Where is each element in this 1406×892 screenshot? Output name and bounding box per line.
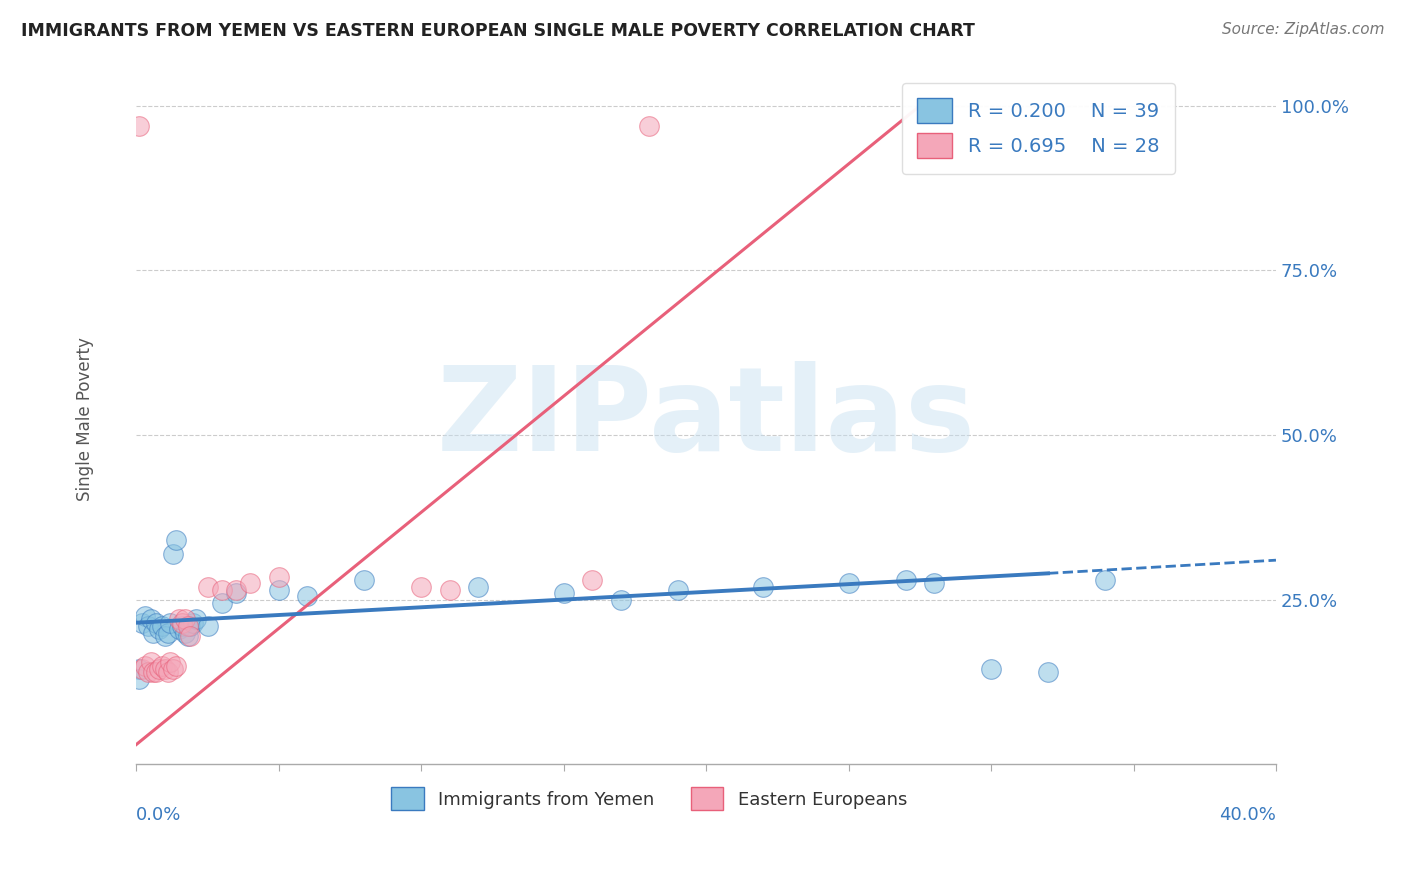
- Point: [153, 662, 176, 676]
- Point: [225, 586, 247, 600]
- Point: [1094, 573, 1116, 587]
- Point: [128, 119, 150, 133]
- Point: [145, 615, 167, 630]
- Point: [179, 629, 201, 643]
- Point: [267, 582, 290, 597]
- Point: [173, 625, 195, 640]
- Point: [666, 582, 689, 597]
- Point: [134, 609, 156, 624]
- Point: [267, 569, 290, 583]
- Point: [145, 665, 167, 679]
- Text: 40.0%: 40.0%: [1219, 805, 1277, 823]
- Point: [752, 580, 775, 594]
- Point: [922, 576, 945, 591]
- Point: [142, 665, 165, 679]
- Point: [134, 658, 156, 673]
- Point: [148, 622, 170, 636]
- Point: [197, 580, 219, 594]
- Point: [176, 619, 198, 633]
- Point: [170, 615, 193, 630]
- Point: [225, 582, 247, 597]
- Point: [162, 662, 184, 676]
- Point: [170, 619, 193, 633]
- Point: [467, 580, 489, 594]
- Point: [128, 662, 150, 676]
- Point: [176, 629, 198, 643]
- Text: 0.0%: 0.0%: [136, 805, 181, 823]
- Point: [609, 592, 631, 607]
- Point: [211, 582, 233, 597]
- Point: [136, 665, 159, 679]
- Point: [173, 612, 195, 626]
- Point: [297, 590, 319, 604]
- Point: [153, 629, 176, 643]
- Point: [894, 573, 917, 587]
- Legend: Immigrants from Yemen, Eastern Europeans: Immigrants from Yemen, Eastern Europeans: [384, 780, 914, 817]
- Point: [165, 533, 187, 548]
- Point: [148, 662, 170, 676]
- Point: [197, 619, 219, 633]
- Point: [167, 622, 190, 636]
- Point: [128, 672, 150, 686]
- Point: [553, 586, 575, 600]
- Point: [353, 573, 375, 587]
- Point: [411, 580, 433, 594]
- Text: Source: ZipAtlas.com: Source: ZipAtlas.com: [1222, 22, 1385, 37]
- Point: [1036, 665, 1059, 679]
- Point: [150, 619, 173, 633]
- Point: [638, 119, 661, 133]
- Point: [142, 625, 165, 640]
- Point: [239, 576, 262, 591]
- Point: [980, 662, 1002, 676]
- Text: Single Male Poverty: Single Male Poverty: [76, 336, 94, 500]
- Point: [150, 658, 173, 673]
- Point: [159, 615, 181, 630]
- Point: [167, 612, 190, 626]
- Point: [184, 612, 207, 626]
- Point: [131, 615, 153, 630]
- Point: [179, 619, 201, 633]
- Point: [139, 612, 162, 626]
- Point: [439, 582, 461, 597]
- Point: [162, 547, 184, 561]
- Point: [139, 655, 162, 669]
- Point: [181, 615, 204, 630]
- Point: [165, 658, 187, 673]
- Point: [131, 662, 153, 676]
- Point: [136, 619, 159, 633]
- Point: [211, 596, 233, 610]
- Text: IMMIGRANTS FROM YEMEN VS EASTERN EUROPEAN SINGLE MALE POVERTY CORRELATION CHART: IMMIGRANTS FROM YEMEN VS EASTERN EUROPEA…: [21, 22, 974, 40]
- Point: [156, 625, 179, 640]
- Point: [156, 665, 179, 679]
- Point: [581, 573, 603, 587]
- Text: ZIPatlas: ZIPatlas: [437, 361, 976, 476]
- Point: [159, 655, 181, 669]
- Point: [838, 576, 860, 591]
